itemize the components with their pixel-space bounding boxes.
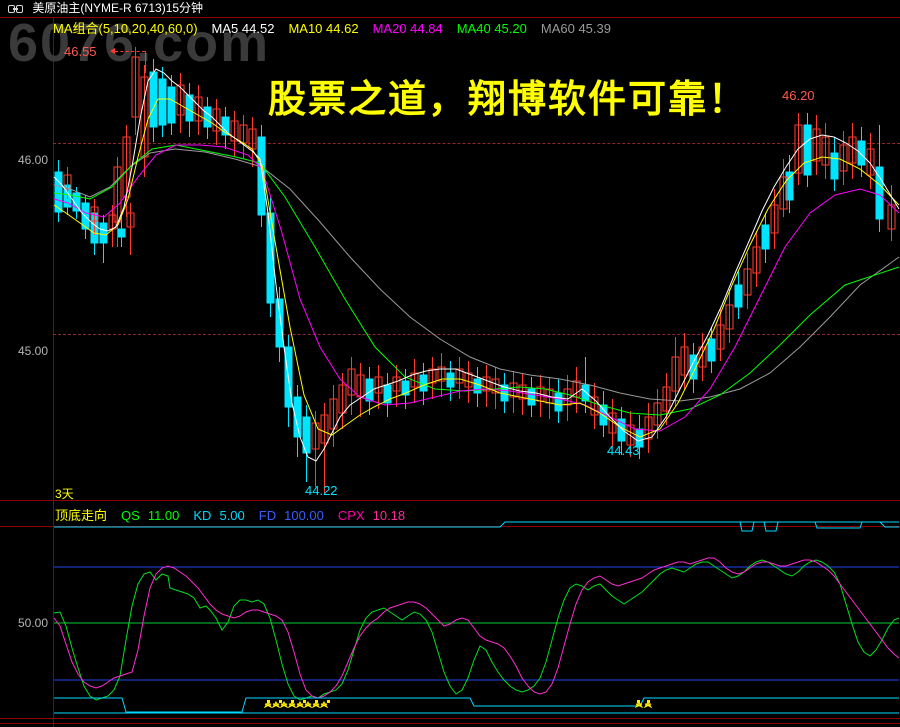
lower-band-cyan-line xyxy=(54,697,899,713)
signal-star-markers xyxy=(263,701,653,709)
ma10-line xyxy=(53,98,900,438)
fd-step-detail-line xyxy=(730,521,899,532)
window-title-bar: 美原油主(NYME-R 6713)15分钟 xyxy=(0,0,900,17)
cpx-key: CPX xyxy=(337,508,365,523)
price-axis-label-46: 46.00 xyxy=(17,153,48,167)
high-price-callout: 46.55 xyxy=(64,44,97,59)
ma-combo-label: MA组合(5,10,20,40,60,0) xyxy=(53,21,198,36)
price-axis-label-45: 45.00 xyxy=(17,344,48,358)
price-series-canvas xyxy=(53,47,900,493)
secondary-high-callout: 46.20 xyxy=(782,88,815,103)
fd-key: FD xyxy=(258,508,277,523)
link-icon xyxy=(8,4,23,13)
cpx-value: 10.18 xyxy=(372,508,406,523)
gridline-46 xyxy=(53,143,900,144)
indicator-axis-label-50: 50.00 xyxy=(17,616,48,630)
ma-legend[interactable]: MA组合(5,10,20,40,60,0) MA5 44.52 MA10 44.62… xyxy=(53,21,611,37)
ma20-value: 44.84 xyxy=(410,21,443,36)
ma60-key: MA60 xyxy=(540,21,575,36)
price-chart-pane[interactable]: 46.00 45.00 MA组合(5,10,20,40,60,0) MA5 44.… xyxy=(0,17,900,500)
ma20-key: MA20 xyxy=(372,21,407,36)
window-title: 美原油主(NYME-R 6713)15分钟 xyxy=(32,1,204,15)
secondary-low-callout: 44.43 xyxy=(607,443,640,458)
indicator-series-canvas xyxy=(53,521,900,714)
qs-oscillator-line xyxy=(53,559,900,701)
gridline-45 xyxy=(53,334,900,335)
ma5-key: MA5 xyxy=(211,21,239,36)
pane-divider xyxy=(0,500,900,501)
ma5-line xyxy=(53,68,900,462)
kd-value: 5.00 xyxy=(219,508,245,523)
ma40-value: 45.20 xyxy=(494,21,527,36)
ma40-key: MA40 xyxy=(456,21,491,36)
ma40-line xyxy=(53,144,900,416)
high-callout-tick xyxy=(145,51,146,73)
indicator-axis-line xyxy=(53,500,54,727)
indicator-legend[interactable]: 顶底走向 QS 11.00 KD 5.00 FD 100.00 CPX 10.18 xyxy=(55,508,405,524)
kd-key: KD xyxy=(193,508,212,523)
cpx-oscillator-line xyxy=(53,557,900,699)
low-price-callout: 44.22 xyxy=(305,483,338,498)
ma10-value: 44.62 xyxy=(326,21,359,36)
promo-banner-text: 股票之道，翔博软件可靠！ xyxy=(268,77,749,121)
ma60-line xyxy=(53,148,900,402)
ma60-value: 45.39 xyxy=(578,21,611,36)
price-axis-line xyxy=(53,17,54,500)
ma5-value: 44.52 xyxy=(241,21,275,36)
high-callout-leader xyxy=(115,51,145,52)
bottom-rail-1 xyxy=(0,718,900,719)
qs-value: 11.00 xyxy=(147,508,180,523)
indicator-pane[interactable]: 50.00 xyxy=(0,500,900,727)
indicator-name: 顶底走向 xyxy=(55,508,108,523)
pane-top-divider xyxy=(0,17,900,18)
high-callout-arrowhead xyxy=(110,48,115,54)
ma20-line xyxy=(53,144,900,432)
fd-value: 100.00 xyxy=(284,508,324,523)
qs-key: QS xyxy=(121,508,140,523)
period-label: 3天 xyxy=(55,487,74,501)
fd-upper-step-line xyxy=(54,521,899,528)
ma10-key: MA10 xyxy=(288,21,323,36)
bottom-rail-2 xyxy=(0,723,900,724)
signal-dot-markers xyxy=(267,700,650,703)
